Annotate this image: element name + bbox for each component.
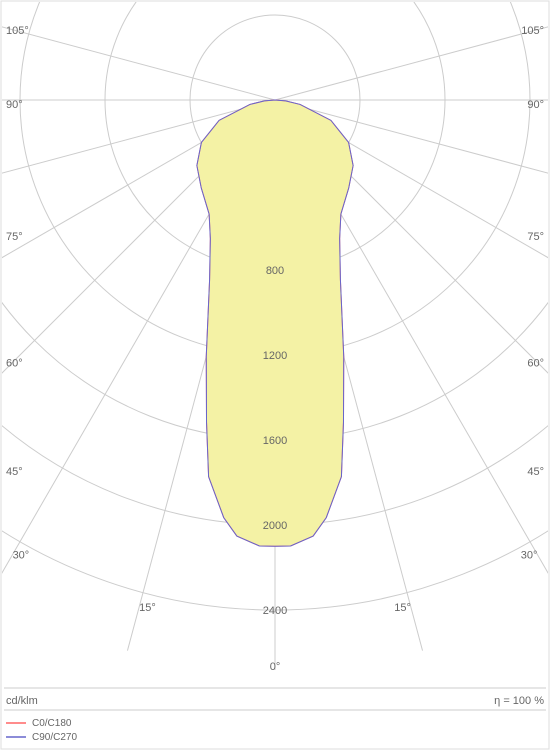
angle-label-right: 60° <box>527 357 544 369</box>
angle-label-left: 105° <box>6 25 29 37</box>
legend-label: C0/C180 <box>32 718 72 729</box>
angle-label-right: 75° <box>527 231 544 243</box>
angle-label-left: 45° <box>6 466 23 478</box>
polar-chart-svg: 800 1200 1600 2000 2400 105° 90° 75° 60° 45° 30° 15… <box>0 0 550 750</box>
radial-label: 800 <box>266 265 284 277</box>
radial-label: 2000 <box>263 520 287 532</box>
polar-chart-container: 800 1200 1600 2000 2400 105° 90° 75° 60° 45° 30° 15… <box>0 0 550 750</box>
angle-label-right: 105° <box>521 25 544 37</box>
radial-label: 2400 <box>263 605 287 617</box>
angle-label-left: 15° <box>139 602 156 614</box>
series <box>197 100 353 546</box>
angle-label-bottom: 0° <box>270 661 281 673</box>
angle-label-right: 15° <box>394 602 411 614</box>
angle-label-left: 90° <box>6 99 23 111</box>
angle-label-left: 60° <box>6 357 23 369</box>
angle-label-right: 90° <box>527 99 544 111</box>
angle-label-left: 30° <box>13 550 30 562</box>
angle-label-right: 45° <box>527 466 544 478</box>
radial-label: 1600 <box>263 435 287 447</box>
angle-label-left: 75° <box>6 231 23 243</box>
radial-label: 1200 <box>263 350 287 362</box>
legend-label: C90/C270 <box>32 732 77 743</box>
footer-left-label: cd/klm <box>6 695 38 707</box>
angle-label-right: 30° <box>521 550 538 562</box>
footer-right-label: η = 100 % <box>494 695 544 707</box>
